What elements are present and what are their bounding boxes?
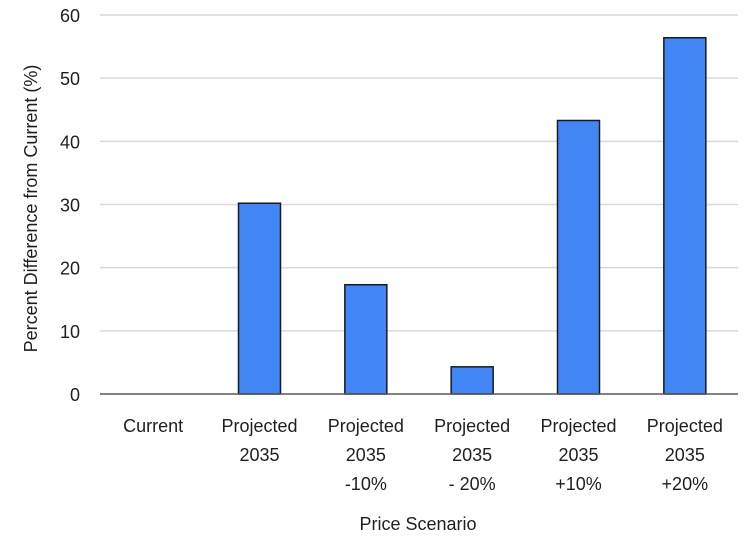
bar [663, 36, 707, 395]
x-category-label-line: 2035 [452, 445, 492, 465]
bar [556, 119, 601, 395]
y-tick-labels: 0 10 20 30 40 50 60 [60, 6, 80, 405]
y-tick-label: 20 [60, 259, 80, 279]
y-tick-label: 60 [60, 6, 80, 26]
x-category-label-line: +20% [662, 474, 709, 494]
x-category-label: Projected 2035 - 20% [434, 416, 510, 494]
y-tick-label: 0 [70, 385, 80, 405]
y-tick-label: 50 [60, 69, 80, 89]
gridlines [100, 14, 738, 332]
y-tick-label: 40 [60, 132, 80, 152]
x-category-label-line: - 20% [449, 474, 496, 494]
bar [344, 283, 388, 395]
y-tick-label: 30 [60, 196, 80, 216]
x-category-label-line: Projected [434, 416, 510, 436]
x-category-label-line: 2035 [239, 445, 279, 465]
y-tick-label: 10 [60, 322, 80, 342]
x-category-label-line: Current [123, 416, 183, 436]
x-category-label-line: 2035 [558, 445, 598, 465]
x-category-label-line: -10% [345, 474, 387, 494]
bar [237, 202, 282, 395]
x-category-label: Current [123, 416, 183, 436]
x-category-label-line: 2035 [665, 445, 705, 465]
x-category-label: Projected 2035 [221, 416, 297, 465]
x-category-label: Projected 2035 -10% [328, 416, 404, 494]
x-category-label-line: Projected [647, 416, 723, 436]
bar-series [237, 36, 707, 395]
x-category-label: Projected 2035 +20% [647, 416, 723, 494]
x-category-label: Projected 2035 +10% [540, 416, 616, 494]
x-category-label-line: Projected [540, 416, 616, 436]
x-category-label-line: 2035 [346, 445, 386, 465]
y-axis-title: Percent Difference from Current (%) [21, 65, 41, 353]
x-category-label-line: +10% [555, 474, 602, 494]
bar [450, 366, 494, 395]
x-category-label-line: Projected [328, 416, 404, 436]
x-category-label-line: Projected [221, 416, 297, 436]
x-axis-title: Price Scenario [359, 514, 476, 534]
